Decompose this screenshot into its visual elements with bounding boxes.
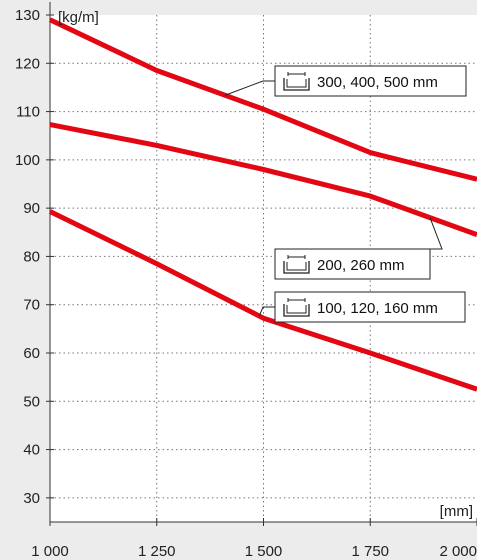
x-tick-label: 2 000 <box>439 543 477 560</box>
series-lines <box>48 17 477 392</box>
series-line-1 <box>48 17 477 182</box>
legend-label: 200, 260 mm <box>317 257 405 274</box>
series-line-3 <box>48 209 477 392</box>
y-tick-label: 30 <box>23 490 40 507</box>
legend-box <box>274 65 467 97</box>
y-tick-label: 130 <box>15 7 40 24</box>
y-tick-label: 40 <box>23 442 40 459</box>
y-tick-label: 110 <box>16 104 40 121</box>
legend-box <box>274 248 431 280</box>
axes <box>46 2 477 526</box>
channel-icon <box>283 298 310 317</box>
y-tick-label: 120 <box>15 55 40 72</box>
legend-callout-1: 300, 400, 500 mm <box>224 65 467 97</box>
legend-label: 300, 400, 500 mm <box>317 74 438 91</box>
channel-icon <box>283 72 310 91</box>
legend-leader-line <box>429 217 443 250</box>
y-tick-label: 100 <box>15 152 40 169</box>
tick-labels: 30 40 50 60 70 80 90 100 110 120 130 1 000 1 250 1 50… <box>15 7 477 560</box>
y-tick-label: 90 <box>23 200 40 217</box>
legend-box <box>274 291 466 323</box>
series-line-2 <box>49 122 477 238</box>
x-tick-label: 1 500 <box>245 543 283 560</box>
legend-label: 100, 120, 160 mm <box>317 300 438 317</box>
y-axis-unit-label: [kg/m] <box>58 9 99 26</box>
legend-callout-2: 200, 260 mm <box>274 217 443 280</box>
legend-callout-3: 100, 120, 160 mm <box>258 291 466 323</box>
y-tick-label: 50 <box>23 393 40 410</box>
x-tick-label: 1 250 <box>138 543 176 560</box>
y-tick-label: 80 <box>23 248 40 265</box>
x-tick-label: 1 750 <box>351 543 389 560</box>
x-tick-label: 1 000 <box>31 543 69 560</box>
legend-leader-line <box>258 306 275 317</box>
y-tick-label: 70 <box>23 297 40 314</box>
x-axis-unit-label: [mm] <box>440 503 473 520</box>
legend-leader-line <box>224 80 275 96</box>
channel-icon <box>283 255 310 274</box>
y-tick-label: 60 <box>23 345 40 362</box>
legend-callouts: 300, 400, 500 mm 200, 260 mm 100, 120, 160… <box>224 65 467 323</box>
